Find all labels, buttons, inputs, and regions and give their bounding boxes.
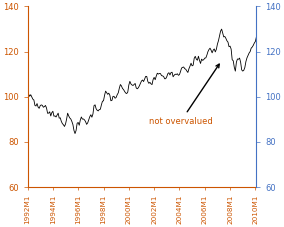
Text: not overvalued: not overvalued — [149, 64, 219, 126]
